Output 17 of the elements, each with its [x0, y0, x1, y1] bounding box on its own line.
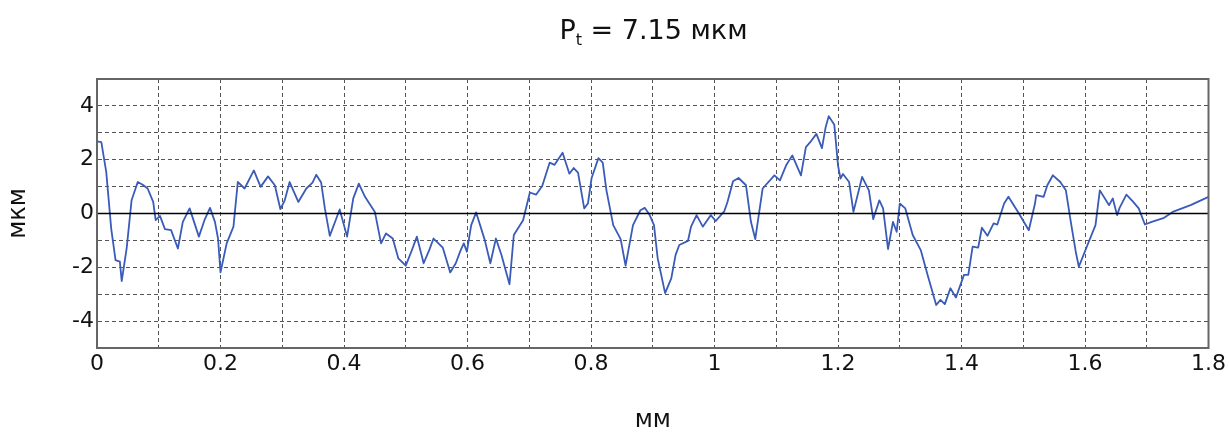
y-tick-label: -2 [72, 253, 94, 279]
x-tick-label: 0.2 [203, 349, 238, 375]
x-tick-label: 1.8 [1191, 349, 1227, 375]
x-axis-title: мм [634, 404, 671, 433]
x-tick-label: 1.4 [944, 349, 979, 375]
y-tick-label: 4 [80, 91, 94, 117]
y-tick-label: 2 [80, 145, 94, 171]
y-tick-label: -4 [72, 306, 94, 332]
x-tick-label: 0.8 [573, 349, 609, 375]
x-tick-label: 1 [707, 349, 722, 375]
x-tick-label: 1.2 [820, 349, 856, 375]
x-tick-label: 0.4 [326, 349, 362, 375]
y-axis-title: мкм [2, 188, 31, 239]
y-tick-label: 0 [80, 199, 94, 225]
x-tick-label: 0.6 [450, 349, 485, 375]
chart-title: P$_{t}$ = 7.15 мкм [558, 14, 749, 50]
x-tick-label: 1.6 [1067, 349, 1103, 375]
